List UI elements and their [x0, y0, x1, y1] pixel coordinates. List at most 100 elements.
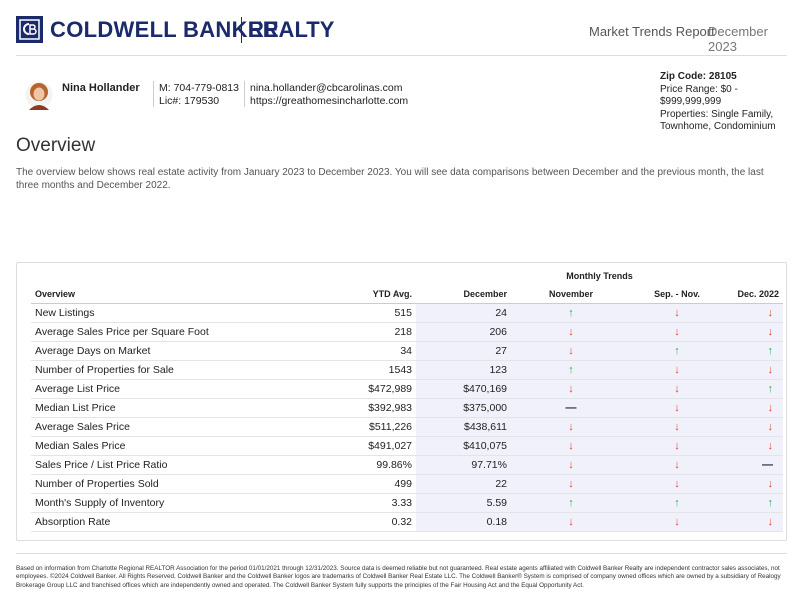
trend-arrow: ↓	[511, 322, 631, 342]
disclaimer: Based on information from Charlotte Regi…	[16, 565, 781, 589]
table-row: Month's Supply of Inventory 3.33 5.59 ↑ ↑ ↑	[31, 493, 784, 513]
table-row: Number of Properties for Sale 1543 123 ↑ ↓ ↓	[31, 360, 784, 380]
table-row: Median List Price $392,983 $375,000— ↓ ↓	[31, 398, 784, 418]
divider	[16, 553, 787, 554]
cell-value: 206	[416, 322, 511, 342]
trend-arrow: ↓	[723, 512, 784, 532]
cell-value: 218	[321, 322, 416, 342]
trend-arrow: —	[511, 398, 631, 418]
row-label: Sales Price / List Price Ratio	[31, 455, 321, 475]
trend-arrow: ↑	[723, 379, 784, 399]
trend-arrow: ↓	[631, 360, 723, 380]
trend-arrow: ↓	[631, 474, 723, 494]
trend-arrow: ↓	[631, 379, 723, 399]
price-range: Price Range: $0 - $999,999,999	[660, 83, 738, 108]
criteria: Zip Code: 28105 Price Range: $0 - $999,9…	[660, 71, 790, 134]
column-header: November	[511, 285, 631, 304]
trend-arrow: ↓	[511, 474, 631, 494]
trends-table-box: Monthly Trends Overview YTD Avg. December N…	[16, 262, 787, 541]
cell-value: 0.18	[416, 512, 511, 532]
cell-value: $392,983	[321, 398, 416, 418]
table-row: Average Days on Market 34 27 ↓ ↑ ↑	[31, 341, 784, 361]
agent-email[interactable]: nina.hollander@cbcarolinas.com	[250, 82, 403, 94]
trend-arrow: ↑	[511, 360, 631, 380]
trend-arrow: ↓	[631, 303, 723, 323]
section-description: The overview below shows real estate act…	[16, 167, 764, 191]
zip-code: Zip Code: 28105	[660, 71, 737, 82]
separator	[153, 81, 154, 107]
logo-name: COLDWELL BANKER	[50, 17, 279, 42]
trend-arrow: ↓	[723, 417, 784, 437]
trend-arrow: ↑	[511, 303, 631, 323]
trends-table: Monthly Trends Overview YTD Avg. December N…	[31, 267, 784, 532]
cell-value: $438,611	[416, 417, 511, 437]
column-header: Sep. - Nov.	[631, 285, 723, 304]
group-header: Monthly Trends	[566, 271, 633, 281]
row-label: New Listings	[31, 303, 321, 323]
trend-arrow: ↓	[723, 360, 784, 380]
row-label: Median Sales Price	[31, 436, 321, 456]
cell-value: $472,989	[321, 379, 416, 399]
cell-value: 515	[321, 303, 416, 323]
trend-arrow: ↓	[723, 436, 784, 456]
row-label: Number of Properties Sold	[31, 474, 321, 494]
report-date: December 2023	[708, 24, 768, 54]
cell-value: $470,169	[416, 379, 511, 399]
cell-value: 5.59	[416, 493, 511, 513]
trend-arrow: ↓	[511, 455, 631, 475]
agent-contact: M: 704-779-0813 Lic#: 179530	[159, 82, 239, 108]
logo-division: REALTY	[241, 17, 334, 43]
trend-arrow: ↓	[511, 417, 631, 437]
table-row: New Listings 515 24 ↑ ↓ ↓	[31, 303, 784, 323]
cell-value: $410,075	[416, 436, 511, 456]
cell-value: 34	[321, 341, 416, 361]
column-header: Dec. 2022	[723, 285, 784, 304]
trend-arrow: ↑	[631, 493, 723, 513]
report-title: Market Trends Report	[589, 24, 715, 39]
column-header: December	[416, 285, 511, 304]
column-header: Overview	[31, 285, 321, 304]
trend-arrow: ↓	[511, 512, 631, 532]
trend-arrow: ↑	[723, 493, 784, 513]
cell-value: 99.86%	[321, 455, 416, 475]
row-label: Average Days on Market	[31, 341, 321, 361]
table-row: Average List Price $472,989 $470,169 ↓ ↓ ↑	[31, 379, 784, 399]
table-row: Sales Price / List Price Ratio 99.86% 97.7…	[31, 455, 784, 475]
table-row: Number of Properties Sold 499 22 ↓ ↓ ↓	[31, 474, 784, 494]
trend-arrow: ↓	[631, 512, 723, 532]
property-types: Properties: Single Family, Townhome, Con…	[660, 108, 776, 133]
agent-phone: M: 704-779-0813	[159, 82, 239, 94]
row-label: Median List Price	[31, 398, 321, 418]
logo-mark	[16, 16, 43, 43]
trend-arrow: ↓	[723, 322, 784, 342]
cell-value: $375,000	[416, 398, 511, 418]
agent-license: Lic#: 179530	[159, 95, 220, 107]
trend-arrow: —	[723, 455, 784, 475]
cell-value: 22	[416, 474, 511, 494]
trend-arrow: ↓	[631, 436, 723, 456]
cell-value: 24	[416, 303, 511, 323]
section-title: Overview	[16, 135, 96, 156]
cell-value: $511,226	[321, 417, 416, 437]
trend-arrow: ↓	[631, 322, 723, 342]
trend-arrow: ↓	[631, 398, 723, 418]
row-label: Average List Price	[31, 379, 321, 399]
row-label: Number of Properties for Sale	[31, 360, 321, 380]
cell-value: 1543	[321, 360, 416, 380]
row-label: Month's Supply of Inventory	[31, 493, 321, 513]
trend-arrow: ↓	[723, 303, 784, 323]
agent-website[interactable]: https://greathomesincharlotte.com	[250, 95, 409, 107]
logo-icon	[19, 19, 40, 40]
cell-value: 499	[321, 474, 416, 494]
separator	[244, 81, 245, 107]
cell-value: 123	[416, 360, 511, 380]
cell-value: 27	[416, 341, 511, 361]
cell-value: $491,027	[321, 436, 416, 456]
trend-arrow: ↓	[631, 455, 723, 475]
cell-value: 3.33	[321, 493, 416, 513]
agent-links: nina.hollander@cbcarolinas.com https://g…	[250, 82, 408, 108]
cell-value: 97.71%	[416, 455, 511, 475]
trend-arrow: ↓	[723, 398, 784, 418]
agent-photo	[25, 81, 53, 110]
